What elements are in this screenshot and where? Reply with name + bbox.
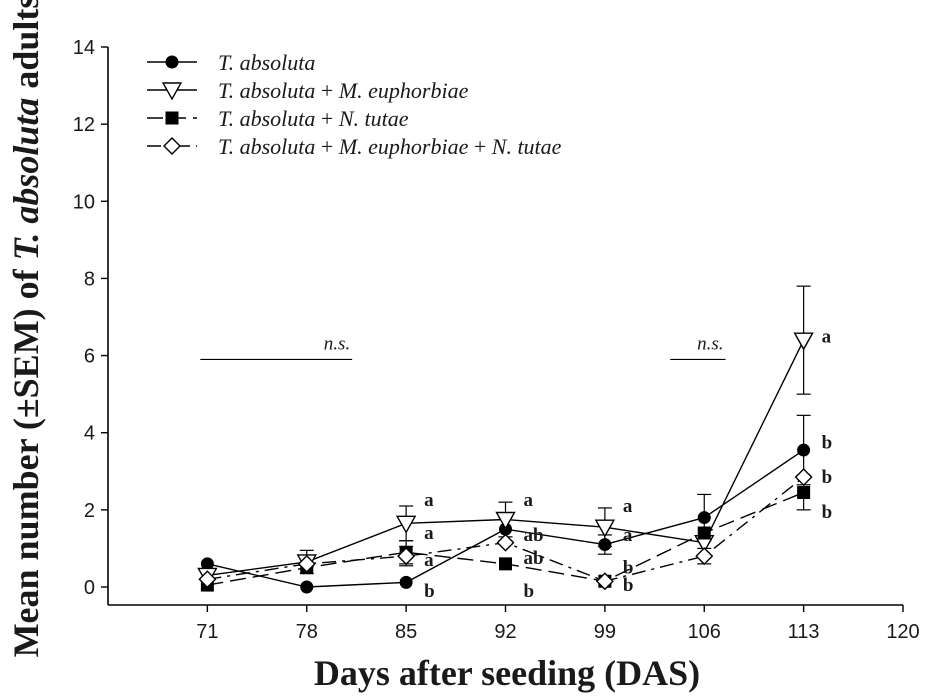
y-tick-label: 10 — [73, 191, 95, 213]
significance-letter: ab — [524, 525, 544, 546]
data-point — [697, 511, 711, 525]
y-tick-label: 2 — [84, 500, 95, 522]
data-point — [496, 533, 515, 552]
legend-marker — [165, 55, 179, 69]
legend-label: T. absoluta + M. euphorbiae + N. tutae — [218, 134, 562, 159]
data-point — [300, 580, 314, 594]
series-4 — [198, 468, 813, 591]
significance-letter: b — [524, 581, 535, 602]
y-tick-label: 0 — [84, 577, 95, 599]
data-point — [495, 511, 516, 530]
significance-letter: b — [822, 467, 833, 488]
legend-item-1: T. absoluta — [147, 50, 315, 75]
data-point — [395, 515, 417, 534]
data-point — [793, 332, 814, 351]
legend-label: T. absoluta + N. tutae — [218, 106, 409, 131]
x-tick-label: 99 — [594, 621, 616, 643]
significance-letter: a — [424, 490, 434, 511]
x-tick-label: 71 — [196, 621, 218, 643]
significance-letter: a — [524, 490, 534, 511]
data-point — [797, 486, 811, 499]
legend-item-3: T. absoluta + N. tutae — [147, 106, 409, 131]
x-tick-label: 113 — [788, 621, 820, 643]
x-tick-label: 85 — [395, 621, 417, 643]
data-point — [697, 526, 711, 540]
significance-letter: b — [623, 558, 634, 579]
legend: T. absoluta T. absoluta + M. euphorbiae T.… — [147, 50, 562, 159]
ns-label: n.s. — [697, 333, 723, 354]
legend-item-4: T. absoluta + M. euphorbiae + N. tutae — [147, 134, 562, 159]
data-point — [595, 572, 614, 591]
significance-letter: b — [822, 502, 833, 523]
x-tick-label: 92 — [494, 621, 516, 643]
significance-letter: a — [623, 525, 633, 546]
significance-letter: b — [822, 432, 833, 453]
significance-letter: a — [424, 523, 434, 544]
y-tick-label: 12 — [73, 114, 95, 136]
significance-letter: ab — [524, 548, 544, 569]
data-point — [695, 547, 714, 566]
y-tick-label: 6 — [84, 346, 95, 368]
x-tick-label: 78 — [296, 621, 318, 643]
legend-marker — [161, 82, 183, 101]
series-group — [197, 285, 814, 594]
significance-letter: a — [424, 550, 434, 571]
data-point — [297, 554, 316, 573]
data-point — [499, 557, 512, 571]
significance-letter: a — [822, 326, 832, 347]
y-tick-label: 4 — [84, 423, 95, 445]
ns-bars: n.s. n.s. — [200, 333, 726, 361]
data-point — [198, 570, 217, 589]
axes: 0 2 4 6 8 10 12 14 71 78 85 92 99 106 113 120 — [73, 37, 920, 643]
x-axis-title: Days after seeding (DAS) — [314, 653, 700, 693]
data-point — [200, 557, 214, 571]
significance-letter: b — [623, 575, 634, 596]
x-tick-label: 106 — [688, 621, 721, 643]
legend-label: T. absoluta + M. euphorbiae — [218, 78, 469, 103]
data-point — [794, 468, 813, 487]
ns-label: n.s. — [324, 333, 350, 354]
legend-item-2: T. absoluta + M. euphorbiae — [147, 78, 469, 103]
significance-letter: b — [424, 581, 435, 602]
y-axis-title: Mean number (±SEM) of T. absoluta adults — [6, 0, 46, 657]
significance-letter: a — [623, 496, 633, 517]
data-point — [797, 443, 811, 457]
y-tick-label: 14 — [73, 37, 95, 59]
data-point — [399, 575, 413, 589]
legend-marker — [165, 111, 179, 125]
legend-label: T. absoluta — [218, 50, 315, 75]
x-tick-label: 120 — [886, 621, 919, 643]
data-point — [594, 519, 616, 538]
data-point — [397, 547, 416, 566]
legend-marker — [163, 137, 181, 155]
y-tick-label: 8 — [84, 268, 95, 290]
